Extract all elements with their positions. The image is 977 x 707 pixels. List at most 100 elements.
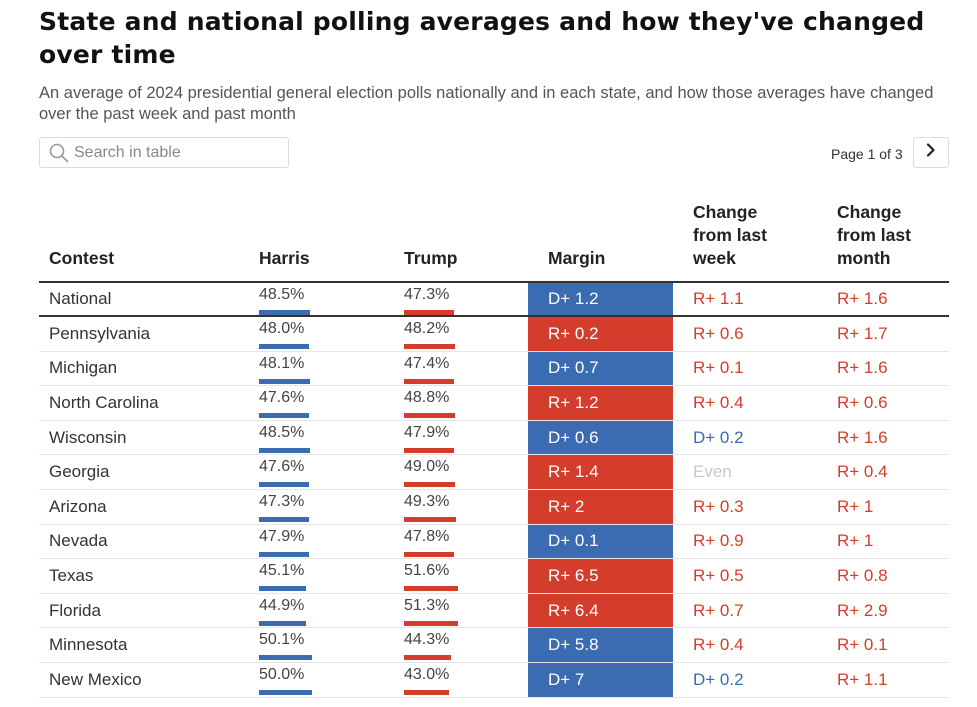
margin-cell: D+ 1.2	[528, 283, 673, 315]
contest-name: Minnesota	[49, 635, 128, 655]
header-contest[interactable]: Contest	[49, 248, 115, 268]
harris-bar	[259, 620, 307, 626]
change-week: R+ 0.6	[693, 323, 744, 343]
change-month: R+ 1.6	[837, 289, 888, 308]
header-change-month[interactable]: Change from last month	[837, 202, 911, 268]
harris-percent: 48.1%	[259, 354, 305, 372]
trump-percent: 49.3%	[404, 492, 450, 510]
contest-name: Florida	[49, 600, 101, 620]
change-week: Even	[693, 462, 732, 482]
table-row: Minnesota 50.1% 44.3% D+ 5.8 R+ 0.4 R+ 0.1	[39, 628, 949, 663]
change-month: R+ 0.6	[837, 392, 888, 412]
trump-bar	[404, 344, 455, 349]
change-week: R+ 0.4	[693, 635, 744, 655]
trump-percent: 48.8%	[404, 389, 450, 407]
table-row: Texas 45.1% 51.6% R+ 6.5 R+ 0.5 R+ 0.8	[39, 559, 949, 594]
harris-bar	[259, 482, 309, 488]
margin-cell: R+ 1.4	[528, 455, 673, 489]
contest-name: Pennsylvania	[49, 323, 151, 343]
header-change-week[interactable]: Change from last week	[693, 202, 767, 268]
harris-percent: 44.9%	[259, 596, 305, 614]
change-week: R+ 0.3	[693, 496, 744, 516]
table-row: New Mexico 50.0% 43.0% D+ 7 D+ 0.2 R+ 1.1	[39, 662, 949, 698]
trump-bar	[404, 586, 459, 592]
margin-cell: R+ 6.5	[528, 559, 673, 593]
harris-percent: 50.1%	[259, 631, 305, 649]
contest-name: Michigan	[49, 358, 118, 378]
trump-bar	[404, 310, 454, 315]
table-row: Michigan 48.1% 47.4% D+ 0.7 R+ 0.1 R+ 1.6	[39, 351, 949, 387]
change-month: R+ 1	[837, 531, 874, 551]
harris-percent: 47.6%	[259, 458, 305, 476]
trump-bar	[404, 551, 455, 557]
change-month: R+ 0.1	[837, 635, 888, 655]
search-box[interactable]	[39, 137, 289, 168]
table-row: Arizona 47.3% 49.3% R+ 2 R+ 0.3 R+ 1	[39, 489, 949, 525]
trump-percent: 47.3%	[404, 286, 450, 303]
contest-name: Arizona	[49, 496, 107, 516]
trump-percent: 47.9%	[404, 423, 450, 441]
page-title: State and national polling averages and …	[39, 7, 925, 69]
change-month: R+ 0.8	[837, 565, 888, 585]
harris-bar	[259, 689, 312, 695]
change-month: R+ 1.6	[837, 358, 888, 378]
header-harris[interactable]: Harris	[259, 248, 310, 268]
harris-bar	[259, 447, 310, 453]
table-row: National 48.5% 47.3% D+ 1.2 R+ 1.1 R+ 1.6	[39, 283, 949, 317]
harris-bar	[259, 655, 312, 661]
chevron-right-icon	[925, 143, 937, 162]
table-row: Nevada 47.9% 47.8% D+ 0.1 R+ 0.9 R+ 1	[39, 524, 949, 560]
trump-percent: 43.0%	[404, 665, 450, 683]
trump-bar	[404, 689, 450, 695]
next-page-button[interactable]	[913, 137, 949, 168]
trump-percent: 48.2%	[404, 320, 450, 337]
trump-bar	[404, 620, 458, 626]
trump-percent: 49.0%	[404, 458, 450, 476]
harris-percent: 48.0%	[259, 320, 305, 337]
margin-cell: D+ 0.1	[528, 524, 673, 559]
change-week: D+ 0.2	[693, 427, 744, 447]
change-week: D+ 0.2	[693, 669, 744, 689]
margin-cell: D+ 5.8	[528, 628, 673, 662]
contest-name: New Mexico	[49, 669, 142, 689]
harris-percent: 47.3%	[259, 492, 305, 510]
harris-percent: 50.0%	[259, 665, 305, 683]
harris-bar	[259, 413, 309, 419]
change-week: R+ 0.5	[693, 565, 744, 585]
harris-bar	[259, 516, 309, 522]
contest-name: North Carolina	[49, 392, 159, 412]
harris-bar	[259, 378, 310, 384]
search-input[interactable]	[74, 143, 274, 162]
contest-name: Texas	[49, 565, 94, 585]
page-subtitle: An average of 2024 presidential general …	[39, 84, 934, 123]
table-row: North Carolina 47.6% 48.8% R+ 1.2 R+ 0.4 R+ 0…	[39, 386, 949, 421]
harris-bar	[259, 310, 310, 315]
contest-name: National	[49, 289, 112, 308]
header-trump[interactable]: Trump	[404, 248, 458, 268]
change-month: R+ 1.7	[837, 323, 888, 343]
change-month: R+ 1.1	[837, 669, 888, 689]
trump-percent: 44.3%	[404, 631, 450, 649]
header-margin[interactable]: Margin	[548, 248, 606, 268]
change-week: R+ 0.7	[693, 600, 744, 620]
trump-bar	[404, 447, 455, 453]
harris-bar	[259, 551, 310, 557]
trump-bar	[404, 413, 456, 419]
change-month: R+ 1.6	[837, 427, 888, 447]
harris-bar	[259, 344, 310, 349]
change-week: R+ 0.1	[693, 358, 744, 378]
table-body: National 48.5% 47.3% D+ 1.2 R+ 1.1 R+ 1.6 Penn…	[39, 283, 949, 698]
harris-percent: 47.6%	[259, 389, 305, 407]
margin-cell: R+ 1.2	[528, 386, 673, 420]
page-indicator: Page 1 of 3	[831, 146, 903, 162]
harris-bar	[259, 586, 307, 592]
trump-bar	[404, 482, 456, 488]
trump-bar	[404, 655, 451, 661]
contest-name: Wisconsin	[49, 427, 127, 447]
contest-name: Nevada	[49, 531, 108, 551]
change-week: R+ 0.9	[693, 531, 744, 551]
trump-bar	[404, 516, 456, 522]
search-icon	[48, 142, 70, 164]
margin-cell: D+ 7	[528, 662, 673, 697]
margin-cell: R+ 0.2	[528, 317, 673, 351]
